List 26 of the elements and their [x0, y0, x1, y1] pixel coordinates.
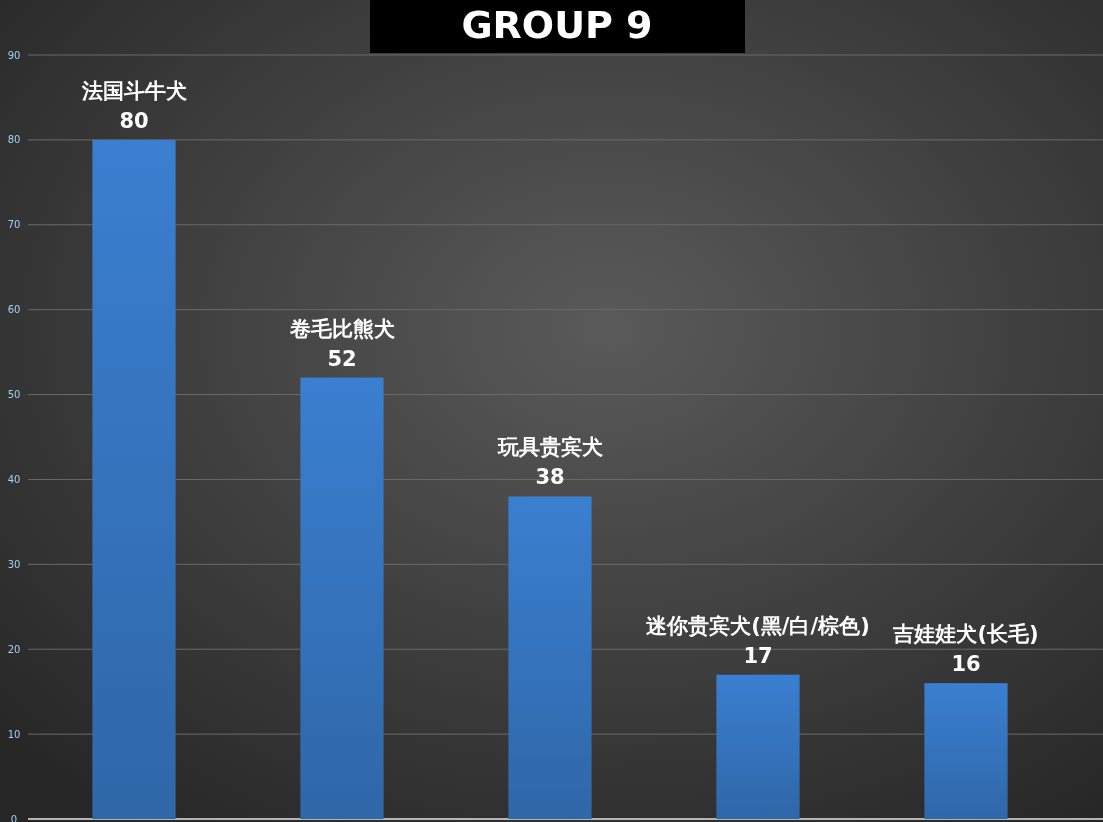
x-tick-label: 卷毛比熊犬: [288, 316, 396, 341]
x-tick-label: 迷你贵宾犬(黑/白/棕色): [646, 613, 870, 638]
x-tick-label: 玩具贵宾犬: [496, 435, 604, 460]
y-tick-label: 0: [10, 813, 18, 822]
bar: [924, 683, 1008, 819]
x-tick-label: 法国斗牛犬: [80, 78, 188, 103]
chart-title: GROUP 9: [461, 3, 653, 47]
data-label: 38: [535, 465, 565, 490]
y-tick-label: 10: [7, 728, 21, 740]
y-tick-label: 60: [7, 304, 21, 316]
data-label: 17: [743, 643, 773, 668]
bar: [92, 139, 176, 819]
bar: [508, 496, 592, 819]
y-tick-label: 90: [7, 49, 21, 61]
data-label: 16: [951, 652, 981, 677]
data-label: 52: [327, 346, 357, 371]
x-tick-label: 吉娃娃犬(长毛): [892, 622, 1039, 647]
y-tick-label: 30: [7, 558, 21, 570]
y-tick-label: 50: [7, 389, 21, 401]
y-tick-label: 40: [7, 473, 21, 485]
y-tick-label: 80: [7, 134, 21, 146]
y-tick-label: 20: [7, 643, 21, 655]
data-label: 80: [119, 108, 149, 133]
bar: [716, 674, 800, 819]
y-tick-label: 70: [7, 219, 21, 231]
bar: [300, 377, 384, 819]
